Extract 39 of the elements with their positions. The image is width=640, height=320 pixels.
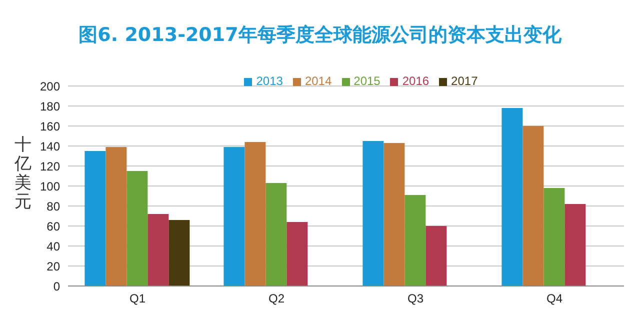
y-tick-label: 160: [40, 119, 60, 134]
bar: [426, 226, 447, 286]
x-tick-label: Q3: [407, 292, 424, 306]
chart-title: 图6. 2013-2017年每季度全球能源公司的资本支出变化: [78, 23, 562, 48]
x-tick-label: Q2: [268, 292, 285, 306]
legend-label: 2013: [256, 74, 283, 88]
legend-label: 2015: [354, 74, 380, 88]
y-tick-label: 80: [46, 199, 60, 214]
bar: [106, 147, 127, 286]
bar: [522, 126, 544, 286]
bar: [266, 183, 287, 286]
bar: [404, 195, 426, 286]
bar: [544, 188, 565, 286]
bar: [362, 141, 384, 286]
legend-label: 2017: [451, 74, 478, 88]
y-tick-label: 180: [40, 99, 60, 114]
bar: [502, 108, 523, 286]
x-tick-label: Q1: [129, 292, 146, 306]
bar: [564, 204, 586, 286]
x-tick-label: Q4: [546, 292, 563, 306]
y-tick-label: 40: [46, 239, 60, 254]
y-tick-label: 20: [46, 259, 60, 274]
y-tick-label: 60: [46, 219, 60, 234]
bar: [384, 143, 405, 286]
bar: [148, 214, 169, 286]
y-tick-label: 0: [53, 279, 60, 294]
y-tick-label: 100: [40, 179, 60, 194]
bar: [126, 171, 148, 286]
y-axis-title: 十亿美元: [14, 135, 32, 212]
bar: [224, 147, 245, 286]
legend-label: 2014: [304, 74, 332, 88]
y-tick-label: 200: [40, 79, 60, 94]
bar: [168, 220, 190, 286]
y-tick-label: 120: [40, 159, 60, 174]
bar: [244, 142, 266, 286]
bar: [84, 151, 106, 286]
y-tick-label: 140: [40, 139, 60, 154]
bar: [286, 222, 308, 286]
legend-label: 2016: [402, 74, 430, 88]
